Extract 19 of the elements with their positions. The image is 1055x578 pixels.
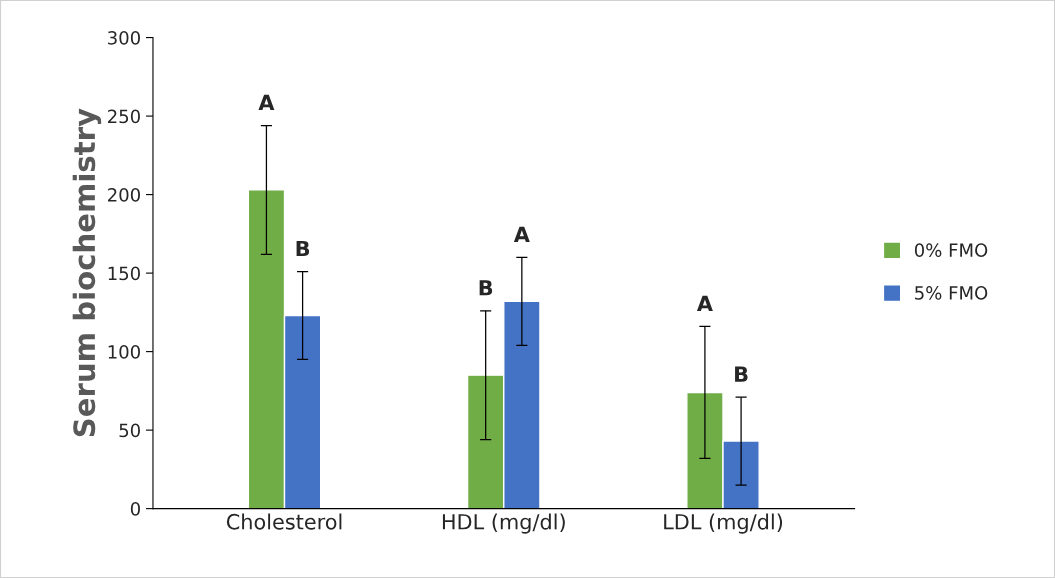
legend-label: 5% FMO bbox=[915, 286, 988, 300]
x-tick-label: LDL (mg/dl) bbox=[664, 513, 783, 534]
x-tick-label: HDL (mg/dl) bbox=[442, 513, 565, 534]
annotation: A bbox=[258, 94, 275, 111]
y-axis-title: Serum biochemistry bbox=[72, 108, 102, 437]
annotation: B bbox=[296, 240, 310, 257]
y-tick-label: 100 bbox=[108, 345, 140, 359]
annotation: A bbox=[513, 226, 530, 242]
legend-label: 0% FMO bbox=[914, 243, 988, 257]
y-tick-label: 200 bbox=[108, 188, 140, 202]
y-tick-label: 50 bbox=[119, 423, 140, 438]
annotation: B bbox=[735, 366, 748, 382]
annotation: B bbox=[479, 280, 493, 296]
y-tick-label: 250 bbox=[108, 109, 140, 124]
x-tick-label: Cholesterol bbox=[226, 513, 342, 530]
y-tick-label: 300 bbox=[108, 31, 140, 45]
annotation: A bbox=[696, 295, 713, 312]
y-tick-label: 0 bbox=[130, 502, 140, 516]
y-tick-label: 150 bbox=[108, 266, 140, 281]
